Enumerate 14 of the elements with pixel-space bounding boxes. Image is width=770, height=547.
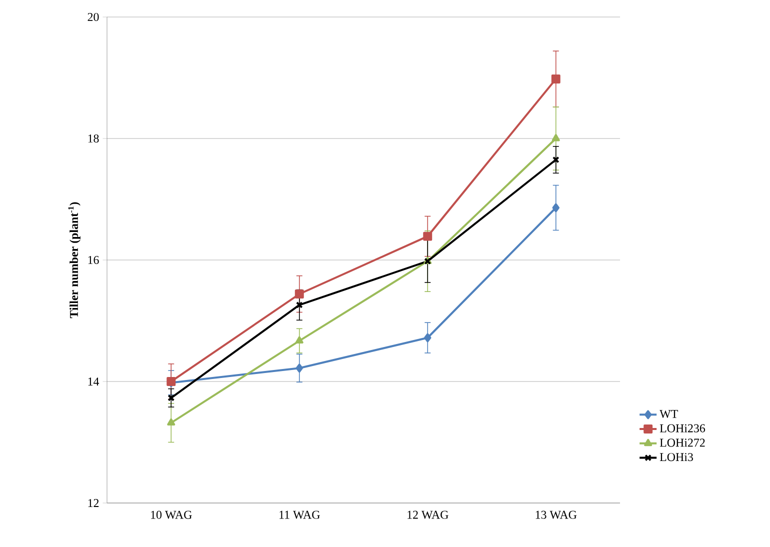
x-tick-label: 10 WAG [151, 510, 192, 519]
legend-label: LOHi3 [660, 453, 693, 462]
x-tick-label: 13 WAG [536, 510, 577, 519]
legend-label: LOHi272 [660, 438, 705, 447]
legend-label: WT [660, 410, 678, 418]
y-tick-label: 20 [88, 12, 99, 22]
y-tick-label: 12 [88, 499, 99, 507]
x-tick-label: 11 WAG [280, 510, 320, 519]
y-axis-title: Tiller number (plant$^{-1}$) [68, 202, 80, 318]
y-tick-label: 16 [88, 256, 99, 264]
x-tick-label: 12 WAG [408, 510, 448, 519]
y-tick-label: 18 [88, 134, 99, 143]
legend-label: LOHi236 [660, 424, 706, 432]
y-tick-label: 14 [88, 378, 100, 386]
